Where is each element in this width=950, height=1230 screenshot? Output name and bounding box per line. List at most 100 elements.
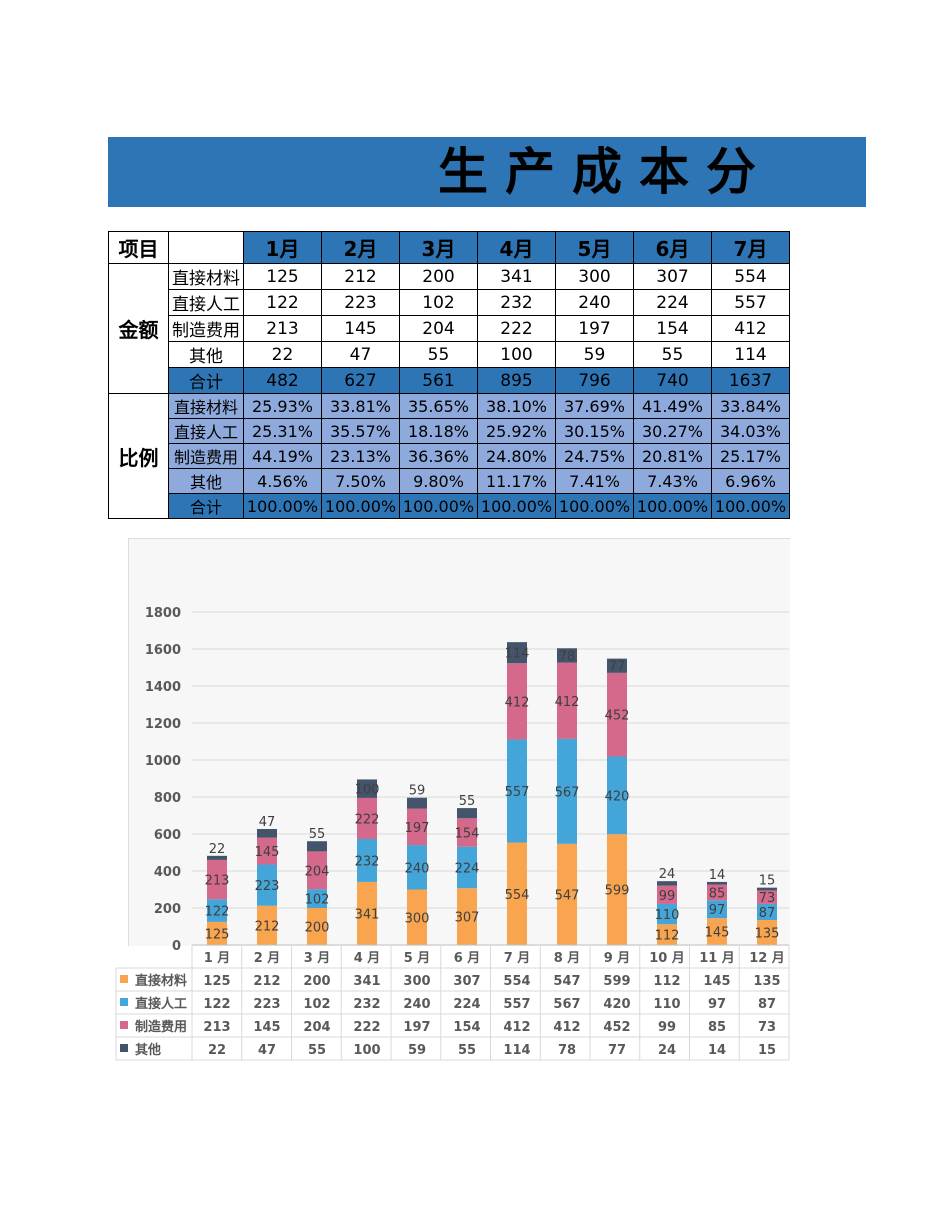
data-label: 567	[555, 785, 580, 800]
amount-row: 合计 482 627 561 895 796 740 1637	[109, 367, 790, 394]
value-cell: 204	[399, 315, 478, 342]
data-label: 224	[455, 861, 480, 876]
table-value: 97	[708, 997, 726, 1012]
bar-segment	[207, 899, 227, 922]
value-cell: 20.81%	[633, 443, 712, 469]
data-label: 135	[755, 927, 780, 942]
value-cell: 30.15%	[555, 418, 634, 444]
value-cell: 30.27%	[633, 418, 712, 444]
data-label: 15	[759, 874, 776, 889]
data-label: 307	[455, 911, 480, 926]
value-cell: 34.03%	[711, 418, 790, 444]
data-label: 110	[655, 908, 680, 923]
legend-swatch	[120, 975, 128, 983]
y-tick-label: 1800	[145, 606, 181, 621]
legend-swatch	[120, 998, 128, 1006]
data-label: 22	[209, 842, 226, 857]
x-tick-label: 6 月	[454, 951, 481, 966]
ratio-row: 直接人工 25.31% 35.57% 18.18% 25.92% 30.15% 30.27%…	[109, 418, 790, 444]
data-label: 122	[205, 905, 230, 920]
data-label: 55	[309, 827, 326, 842]
x-tick-label: 9 月	[604, 951, 631, 966]
value-cell: 740	[633, 367, 712, 394]
table-value: 22	[208, 1043, 226, 1058]
table-value: 114	[503, 1043, 530, 1058]
amount-group-label: 金额	[108, 263, 169, 394]
legend-label: 制造费用	[135, 1019, 187, 1035]
value-cell: 197	[555, 315, 634, 342]
value-cell: 412	[711, 315, 790, 342]
value-cell: 240	[555, 289, 634, 316]
table-value: 300	[403, 974, 430, 989]
table-value: 110	[653, 997, 680, 1012]
value-cell: 796	[555, 367, 634, 394]
month-header: 5月	[555, 231, 634, 264]
amount-row: 直接人工 122 223 102 232 240 224 557	[109, 289, 790, 316]
bar-segment	[307, 841, 327, 852]
data-label: 557	[505, 785, 530, 800]
data-label: 100	[355, 783, 380, 798]
bar-segment	[657, 881, 677, 886]
bar-segment	[557, 662, 577, 739]
x-tick-label: 10 月	[649, 951, 685, 966]
data-label: 24	[659, 867, 676, 882]
data-label: 547	[555, 888, 580, 903]
table-value: 78	[558, 1043, 576, 1058]
data-label: 200	[305, 921, 330, 936]
value-cell: 154	[633, 315, 712, 342]
bar-segment	[607, 756, 627, 835]
legend-label: 其他	[135, 1042, 161, 1058]
table-value: 154	[453, 1020, 480, 1035]
table-value: 100	[353, 1043, 380, 1058]
x-tick-label: 7 月	[504, 951, 531, 966]
data-label: 102	[305, 893, 330, 908]
value-cell: 213	[243, 315, 322, 342]
ratio-row: 其他 4.56% 7.50% 9.80% 11.17% 7.41% 7.43% 6.96%	[109, 468, 790, 494]
value-cell: 4.56%	[243, 468, 322, 494]
bar-segment	[507, 842, 527, 945]
table-value: 412	[503, 1020, 530, 1035]
cost-table: 项目 1月 2月 3月 4月 5月 6月 7月 金额 直接材料 125 212 200 341 300 307…	[108, 231, 790, 519]
value-cell: 341	[477, 263, 556, 290]
table-value: 547	[553, 974, 580, 989]
bar-segment	[357, 779, 377, 798]
bar-segment	[607, 658, 627, 673]
bar-segment	[757, 903, 777, 921]
value-cell: 100.00%	[633, 493, 712, 519]
data-label: 78	[559, 649, 576, 664]
bar-segment	[207, 859, 227, 900]
bar-segment	[407, 797, 427, 809]
bar-segment	[657, 903, 677, 925]
value-cell: 122	[243, 289, 322, 316]
bar-segment	[307, 908, 327, 945]
data-label: 87	[759, 906, 776, 921]
data-label: 204	[305, 864, 330, 879]
table-value: 122	[203, 997, 230, 1012]
bar-segment	[257, 829, 277, 838]
table-value: 412	[553, 1020, 580, 1035]
value-cell: 232	[477, 289, 556, 316]
value-cell: 9.80%	[399, 468, 478, 494]
value-cell: 41.49%	[633, 393, 712, 419]
bar-segment	[207, 921, 227, 945]
legend-label: 直接人工	[135, 996, 187, 1012]
value-cell: 33.84%	[711, 393, 790, 419]
bar-segment	[557, 738, 577, 844]
bar-segment	[407, 808, 427, 846]
data-label: 59	[409, 784, 426, 799]
table-value: 240	[403, 997, 430, 1012]
data-label: 412	[555, 695, 580, 710]
data-label: 197	[405, 821, 430, 836]
bar-segment	[357, 881, 377, 945]
value-cell: 557	[711, 289, 790, 316]
value-cell: 11.17%	[477, 468, 556, 494]
table-value: 213	[203, 1020, 230, 1035]
table-value: 55	[458, 1043, 476, 1058]
value-cell: 6.96%	[711, 468, 790, 494]
value-cell: 102	[399, 289, 478, 316]
data-label: 114	[505, 647, 530, 662]
legend-swatch	[120, 1044, 128, 1052]
data-label: 420	[605, 789, 630, 804]
bar-segment	[757, 887, 777, 891]
value-cell: 23.13%	[321, 443, 400, 469]
